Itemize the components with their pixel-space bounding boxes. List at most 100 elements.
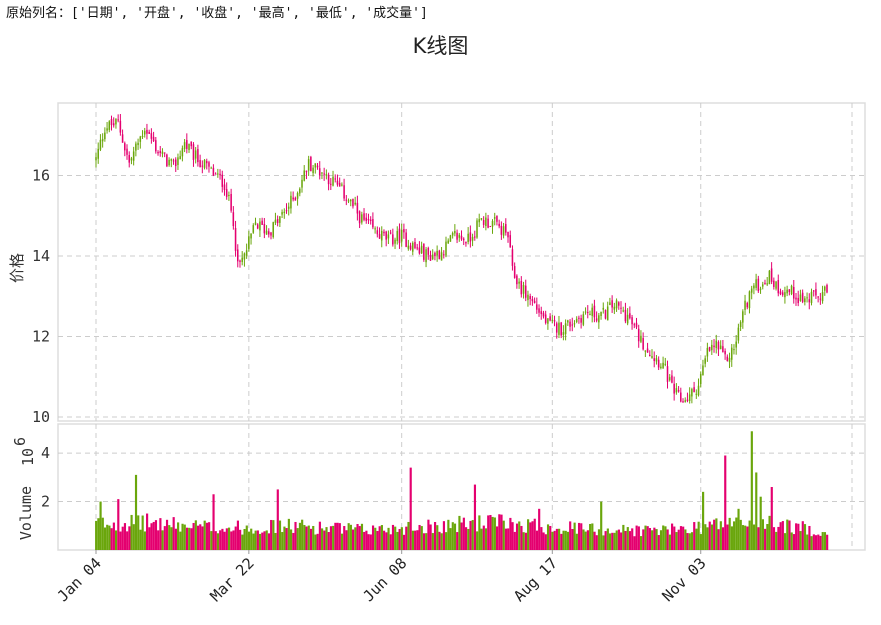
candle-body [254,222,257,225]
volume-bar [597,529,601,550]
volume-bar [558,528,561,550]
candle-body [369,219,372,222]
volume-bar [103,527,107,550]
volume-bar [398,529,401,550]
candle-body [436,250,438,256]
candle-body [126,148,128,155]
candle-body [516,275,518,285]
candle-body [396,230,399,242]
volume-bar [586,530,589,550]
candle-body [225,189,228,197]
candle-body [407,245,410,249]
candle-body [334,178,337,180]
candle-body [598,315,600,323]
candle-body [190,141,193,147]
candle-body [270,232,272,236]
volume-bar [502,520,505,550]
volume-bar [141,515,144,550]
volume-bar [777,526,780,550]
candle-body [170,159,173,161]
candle-body [750,288,753,293]
volume-grid [58,424,865,550]
candle-body [325,174,328,176]
candle-body [279,216,281,223]
candle-body [801,292,804,302]
volume-bars [95,431,829,550]
candle-body [748,291,751,309]
candle-body [467,233,469,242]
volume-bar [764,528,767,550]
candle-body [106,128,108,131]
candle-body [414,242,416,248]
candle-body [498,223,500,227]
candle-body [604,309,607,319]
volume-bar [312,525,315,550]
volume-bar [620,532,623,550]
volume-bar [819,535,822,550]
volume-bar [123,523,127,550]
volume-bar [329,526,333,550]
candle-body [330,183,332,185]
candle-body [130,158,133,161]
volume-bar [146,513,149,550]
price-candles [95,113,828,404]
candle-body [637,328,640,342]
candle-body [761,284,764,287]
volume-bar [529,522,532,550]
volume-bar [562,530,565,550]
candle-body [265,230,268,235]
volume-bar [786,519,789,550]
candle-body [586,312,589,314]
candle-body [245,250,248,256]
candle-body [613,306,616,310]
candle-body [668,377,671,381]
volume-bar [462,517,465,550]
volume-bar [664,526,667,550]
candle-body [571,324,574,326]
volume-bar [733,521,736,550]
candle-body [294,197,297,201]
candle-body [673,383,675,394]
candle-body [166,154,168,167]
volume-bar [478,515,481,550]
volume-bar [549,525,552,550]
candle-body [646,348,649,353]
candle-body [810,291,813,304]
volume-bar [509,517,512,550]
candle-body [137,142,139,146]
candle-body [560,322,562,336]
volume-bar [360,523,364,550]
volume-bar [613,532,616,550]
candle-body [697,385,700,396]
volume-bar [817,534,820,550]
candle-body [307,159,310,171]
candle-body [790,285,793,295]
column-names-printout: 原始列名：['日期', '开盘', '收盘', '最高', '最低', '成交量… [6,6,428,21]
candle-body [336,180,339,185]
volume-bar [270,519,273,550]
volume-bar [755,472,758,550]
candle-body [347,200,350,202]
volume-bar [679,526,683,550]
candle-body [161,151,164,154]
volume-bar [214,531,217,550]
candle-body [717,341,720,350]
volume-bar [480,528,483,550]
volume-bar [511,522,514,550]
volume-bar [134,474,138,550]
volume-bar [130,514,133,550]
volume-bar [352,529,355,550]
candle-body [285,210,288,212]
candle-body [480,218,483,220]
volume-bar [374,527,377,550]
candle-body [511,249,514,266]
candle-body [624,309,627,322]
volume-bar [812,534,815,550]
candle-body [664,363,667,365]
candle-body [671,375,673,383]
candle-body [609,302,611,306]
volume-bar [801,521,804,550]
volume-bar [582,529,585,550]
volume-bar [126,531,129,550]
